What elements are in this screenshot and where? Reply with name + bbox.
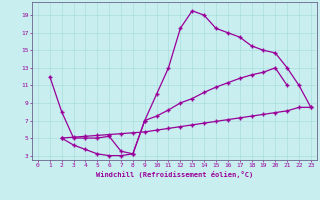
- X-axis label: Windchill (Refroidissement éolien,°C): Windchill (Refroidissement éolien,°C): [96, 171, 253, 178]
